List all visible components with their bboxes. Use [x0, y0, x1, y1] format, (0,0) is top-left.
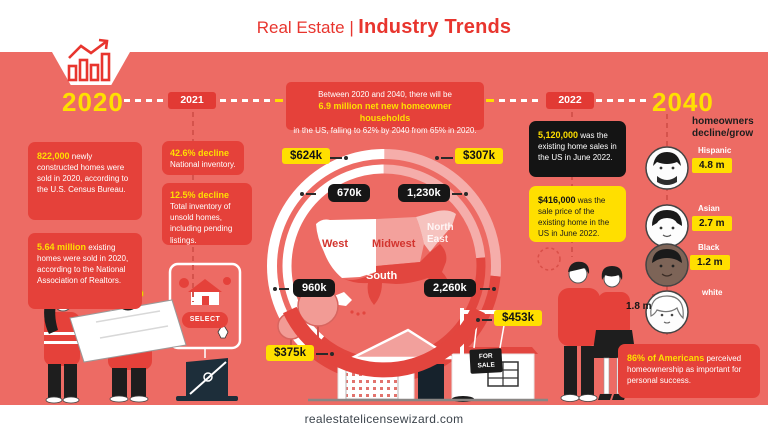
stat-text: was the sale price of the existing home … — [538, 196, 610, 239]
banner-line2: 6.9 million net new homeowner households — [318, 101, 452, 124]
region-label-northeast: North East — [427, 222, 454, 245]
connector-tick — [482, 319, 492, 321]
timeline-dropline-2022 — [571, 112, 573, 257]
stat-card-unsold-decline: 12.5% decline Total inventory of unsold … — [162, 183, 252, 245]
stat-card-new-homes-2020: 822,000 newly constructed homes were sol… — [28, 142, 142, 220]
stat-highlight: $416,000 — [538, 195, 576, 205]
count-badge-west: 670k — [328, 184, 371, 202]
region-label-midwest: Midwest — [372, 238, 416, 250]
connector-dot — [330, 352, 334, 356]
stat-card-existing-homes-2020: 5.64 million existing homes were sold in… — [28, 233, 142, 309]
select-button[interactable]: SELECT — [182, 312, 228, 328]
connector-tick — [316, 353, 328, 355]
year-2040: 2040 — [652, 87, 714, 117]
demo-label-asian: Asian — [698, 204, 720, 213]
stat-highlight: 5.64 million — [37, 242, 87, 252]
count-badge-south-east: 2,260k — [424, 279, 476, 297]
count-badge-midwest-northeast: 1,230k — [398, 184, 450, 202]
forecast-banner: Between 2020 and 2040, there will be 6.9… — [286, 82, 484, 135]
demo-value-white: 1.8 m — [626, 301, 652, 312]
stat-text: Total inventory of unsold homes, includi… — [170, 202, 233, 245]
connector-dot — [435, 156, 439, 160]
connector-dot — [492, 287, 496, 291]
stat-highlight: 5,120,000 — [538, 130, 579, 140]
perception-card: 86% of Americans perceived homeownership… — [618, 344, 760, 398]
stat-card-home-sales-2022: 5,120,000 was the existing home sales in… — [529, 121, 626, 177]
stat-text: was the existing home sales in the US in… — [538, 131, 617, 163]
timeline-dash-1 — [124, 99, 166, 102]
stat-highlight: 42.6% decline — [170, 148, 230, 158]
connector-dot — [344, 156, 348, 160]
connector-tick — [330, 157, 342, 159]
avatar-black — [645, 243, 689, 287]
stat-text: perceived homeownership as important for… — [627, 354, 742, 386]
banner-line3: in the US, falling to 62% by 2040 from 6… — [293, 125, 477, 135]
stat-card-sale-price-2022: $416,000 was the sale price of the exist… — [529, 186, 626, 242]
banner-arrow-left — [275, 99, 283, 102]
stat-text: existing homes were sold in 2020, accord… — [37, 243, 129, 286]
timeline-dash-2 — [220, 99, 282, 102]
stat-highlight: 822,000 — [37, 151, 70, 161]
year-badge-2021: 2021 — [168, 92, 216, 109]
avatar-white — [645, 290, 689, 334]
demo-label-hispanic: Hispanic — [698, 146, 732, 155]
connector-tick — [279, 288, 289, 290]
footer-band: realestatelicensewizard.com — [0, 405, 768, 432]
connector-dot — [300, 192, 304, 196]
for-sale-sign: FOR SALE — [469, 348, 503, 374]
region-label-south: South — [366, 270, 398, 282]
page-title: Real Estate | Industry Trends — [0, 16, 768, 39]
connector-tick — [441, 157, 453, 159]
connector-dot — [273, 287, 277, 291]
timeline-dash-3 — [488, 99, 542, 102]
avatar-hispanic — [645, 146, 689, 190]
stat-text: newly constructed homes were sold in 202… — [37, 152, 129, 195]
demo-value-black: 1.2 m — [690, 255, 730, 270]
avatar-asian — [645, 204, 689, 248]
connector-dot — [476, 318, 480, 322]
price-badge-bottom-right: $453k — [494, 310, 542, 326]
count-badge-south-west: 960k — [293, 279, 336, 297]
demo-value-asian: 2.7 m — [692, 216, 732, 231]
connector-tick — [306, 193, 316, 195]
region-label-west: West — [322, 238, 349, 250]
title-prefix: Real Estate | — [256, 18, 354, 37]
price-badge-bottom-left: $375k — [266, 345, 314, 361]
banner-line1: Between 2020 and 2040, there will be — [318, 90, 452, 99]
year-badge-2022: 2022 — [546, 92, 594, 109]
connector-dot — [464, 192, 468, 196]
stat-card-inventory-decline: 42.6% decline National inventory. — [162, 141, 244, 175]
timeline-dash-4 — [596, 99, 648, 102]
price-badge-top-right: $307k — [455, 148, 503, 164]
price-badge-top-left: $624k — [282, 148, 330, 164]
connector-tick — [480, 288, 490, 290]
stat-highlight: 86% of Americans — [627, 353, 705, 363]
demo-label-black: Black — [698, 243, 720, 252]
website-link[interactable]: realestatelicensewizard.com — [304, 411, 464, 426]
demo-value-hispanic: 4.8 m — [692, 158, 732, 173]
stat-highlight: 12.5% decline — [170, 190, 230, 200]
title-main: Industry Trends — [358, 16, 512, 38]
demographics-subtitle: homeowners decline/grow — [692, 116, 754, 139]
connector-tick — [452, 193, 462, 195]
stat-text: National inventory. — [170, 160, 236, 170]
banner-arrow-right — [486, 99, 494, 102]
year-2020: 2020 — [62, 87, 124, 117]
demo-label-white: white — [702, 288, 723, 297]
